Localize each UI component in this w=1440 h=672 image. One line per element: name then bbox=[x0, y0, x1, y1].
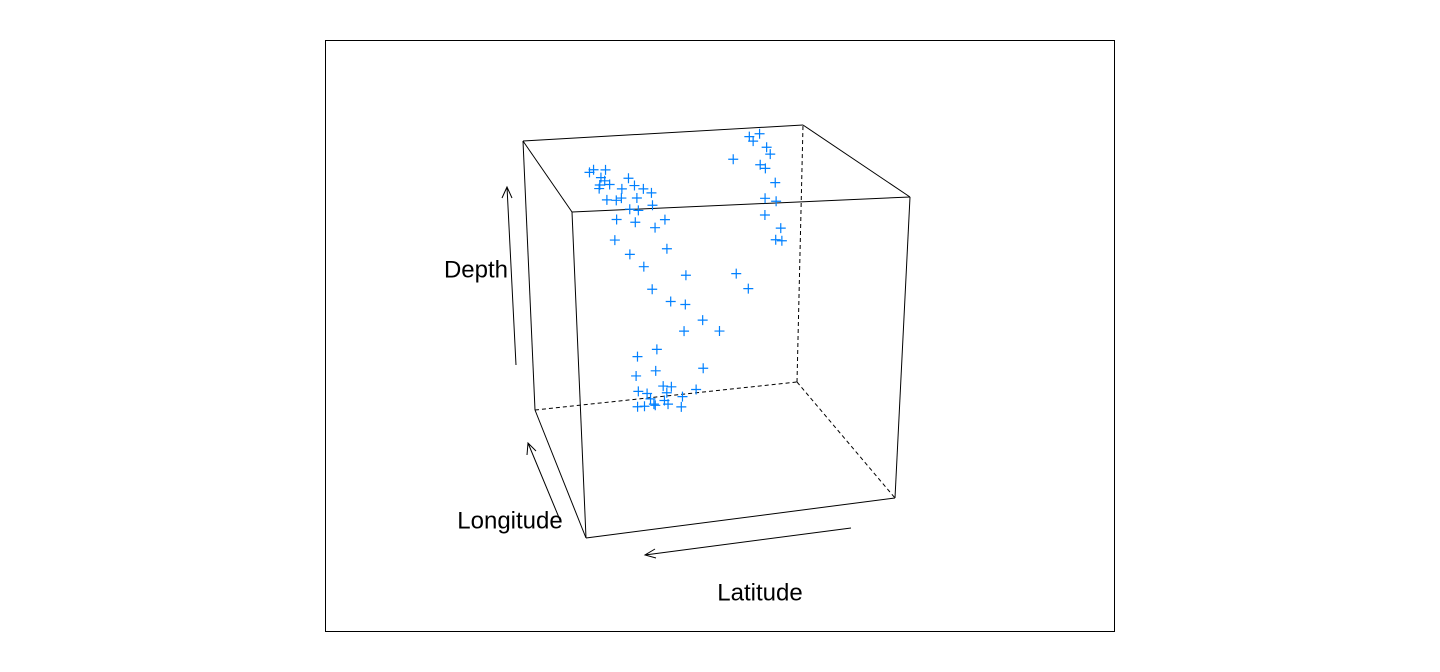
point bbox=[611, 195, 622, 206]
x-arrow bbox=[643, 527, 852, 559]
point bbox=[633, 205, 644, 216]
point bbox=[744, 131, 755, 142]
point bbox=[650, 365, 661, 376]
box bbox=[522, 124, 911, 539]
point bbox=[775, 223, 786, 234]
point bbox=[731, 268, 742, 279]
points bbox=[584, 128, 787, 412]
point bbox=[776, 235, 787, 246]
box-edge bbox=[796, 124, 804, 383]
box-edge bbox=[534, 409, 587, 539]
point bbox=[631, 370, 642, 381]
point bbox=[680, 299, 691, 310]
point bbox=[661, 243, 672, 254]
point bbox=[632, 401, 643, 412]
point bbox=[616, 193, 627, 204]
point bbox=[680, 270, 691, 281]
box-edge bbox=[571, 211, 587, 539]
point bbox=[646, 187, 657, 198]
box-edge bbox=[571, 196, 911, 213]
point bbox=[665, 296, 676, 307]
point bbox=[629, 180, 640, 191]
z-axis-label: Depth bbox=[444, 256, 508, 283]
axis-arrows bbox=[501, 185, 852, 559]
z-arrow bbox=[501, 185, 517, 366]
box-edge bbox=[522, 140, 536, 411]
box-edge bbox=[522, 124, 804, 142]
point bbox=[648, 399, 659, 410]
point bbox=[765, 149, 776, 160]
point bbox=[760, 163, 771, 174]
point bbox=[632, 351, 643, 362]
point bbox=[650, 400, 661, 411]
point bbox=[761, 142, 772, 153]
point bbox=[651, 344, 662, 355]
box-edge bbox=[894, 196, 911, 499]
point bbox=[743, 283, 754, 294]
point bbox=[630, 217, 641, 228]
point bbox=[659, 214, 670, 225]
point bbox=[638, 183, 649, 194]
point bbox=[647, 200, 658, 211]
point bbox=[642, 388, 653, 399]
point bbox=[601, 194, 612, 205]
point bbox=[616, 183, 627, 194]
point bbox=[663, 399, 674, 410]
point bbox=[645, 393, 656, 404]
box-edge bbox=[522, 140, 573, 213]
point bbox=[759, 210, 770, 221]
plot-frame bbox=[325, 40, 1115, 632]
point bbox=[631, 193, 642, 204]
point bbox=[600, 164, 611, 175]
point bbox=[599, 175, 610, 186]
box-edge bbox=[796, 381, 896, 499]
point bbox=[771, 196, 782, 207]
point bbox=[633, 386, 644, 397]
point bbox=[728, 154, 739, 165]
point bbox=[770, 177, 781, 188]
point bbox=[666, 381, 677, 392]
y-axis-label: Longitude bbox=[457, 507, 562, 534]
point bbox=[698, 363, 709, 374]
point bbox=[594, 183, 605, 194]
point bbox=[588, 164, 599, 175]
point bbox=[623, 173, 634, 184]
point bbox=[647, 284, 658, 295]
y-arrow bbox=[526, 441, 561, 521]
point bbox=[658, 381, 669, 392]
point bbox=[697, 315, 708, 326]
point bbox=[679, 326, 690, 337]
point bbox=[584, 167, 595, 178]
point bbox=[714, 326, 725, 337]
point bbox=[661, 387, 672, 398]
point bbox=[624, 204, 635, 215]
point bbox=[624, 249, 635, 260]
point bbox=[691, 384, 702, 395]
point bbox=[650, 222, 661, 233]
point bbox=[676, 401, 687, 412]
box-edge bbox=[585, 497, 896, 539]
point bbox=[755, 159, 766, 170]
box-edge bbox=[534, 381, 798, 411]
point bbox=[677, 391, 688, 402]
box-edge bbox=[802, 124, 911, 198]
x-axis-label: Latitude bbox=[717, 579, 802, 606]
point bbox=[760, 193, 771, 204]
point bbox=[611, 214, 622, 225]
point bbox=[754, 128, 765, 139]
point bbox=[609, 235, 620, 246]
point bbox=[770, 234, 781, 245]
point bbox=[638, 261, 649, 272]
